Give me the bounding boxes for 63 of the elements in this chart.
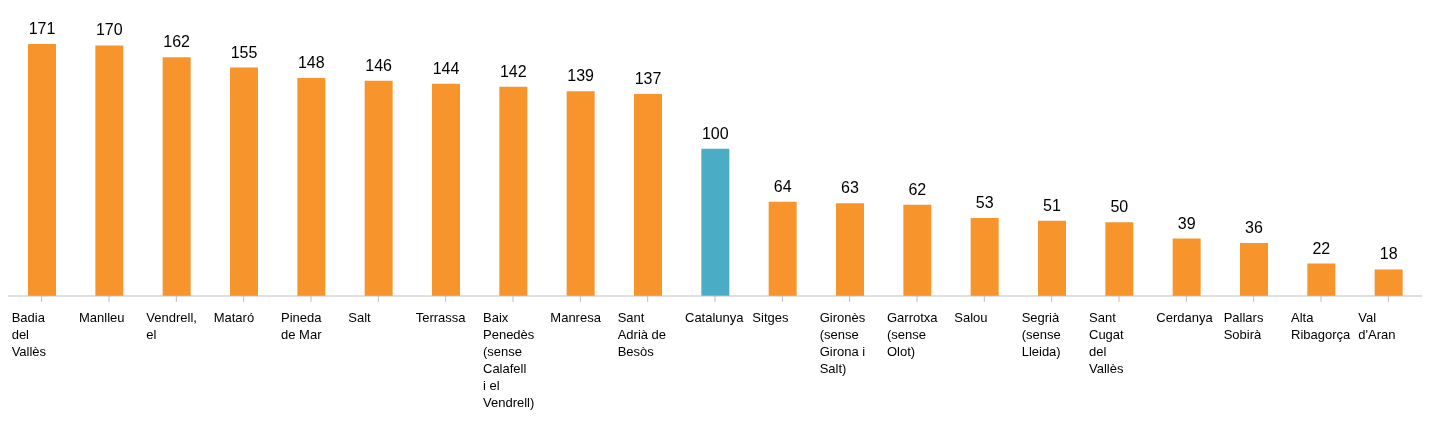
data-label: 18 [1379, 245, 1398, 263]
data-label: 50 [1110, 198, 1129, 216]
x-tick-label: Manresa [550, 310, 602, 325]
bar [903, 204, 932, 296]
bar [28, 44, 56, 296]
data-label: 36 [1245, 218, 1263, 236]
bar [432, 83, 460, 296]
data-label: 148 [297, 53, 325, 71]
data-label: 51 [1043, 196, 1061, 214]
bar [970, 217, 999, 296]
x-tick-label: Sant Adrià de Besòs [617, 310, 667, 359]
bar [1240, 242, 1268, 296]
bar [1374, 269, 1403, 296]
data-label: 170 [95, 21, 123, 39]
x-tick-label: Manlleu [79, 310, 125, 325]
x-tick-label: Val d'Aran [1358, 310, 1396, 342]
x-tick-label: Sitges [752, 310, 789, 325]
bar [634, 94, 662, 296]
x-tick-label: Sant Cugat del Vallès [1089, 310, 1125, 376]
x-tick-label: Pineda de Mar [281, 310, 323, 342]
x-tick-label: Pallars Sobirà [1223, 310, 1264, 342]
x-tick-label: Garrotxa (sense Olot) [887, 310, 939, 359]
x-tick-label: Mataró [213, 310, 255, 325]
bar [230, 67, 258, 296]
data-label: 155 [230, 43, 258, 61]
x-tick-label: Vendrell, el [146, 310, 197, 342]
x-tick-label: Terrassa [415, 310, 467, 325]
data-label: 64 [773, 177, 792, 195]
data-label: 146 [365, 56, 393, 74]
bar [1105, 222, 1134, 296]
data-label: 139 [567, 67, 595, 85]
x-tick-label: Segrià (sense Lleida) [1021, 310, 1061, 359]
data-label: 63 [841, 179, 859, 197]
data-label: 144 [432, 59, 460, 77]
bar [768, 201, 797, 296]
x-tick-label: Badia del Vallès [11, 310, 47, 359]
bar [836, 203, 864, 296]
data-label: 100 [701, 124, 729, 142]
x-tick-label: Baix Penedès (sense Calafell i el Vendrell) [483, 310, 535, 410]
bar [1172, 238, 1201, 296]
bar [95, 45, 124, 296]
bar [499, 86, 528, 296]
data-label: 162 [163, 33, 191, 51]
data-label: 53 [975, 193, 994, 211]
data-label: 62 [908, 180, 927, 198]
x-tick-label: Catalunya [685, 310, 745, 325]
bar [297, 77, 326, 296]
x-tick-label: Salt [348, 310, 372, 325]
x-tick-label: Alta Ribagorça [1291, 310, 1352, 342]
bar [1307, 263, 1336, 296]
bar [701, 148, 730, 296]
data-label: 22 [1312, 239, 1331, 257]
x-tick-label: Cerdanya [1156, 310, 1214, 325]
bar [1038, 220, 1066, 296]
data-label: 137 [634, 70, 662, 88]
x-tick-label: Gironès (sense Girona i Salt) [819, 310, 866, 376]
x-tick-label: Salou [954, 310, 988, 325]
data-label: 39 [1177, 214, 1196, 232]
data-label: 171 [28, 20, 56, 37]
bar [566, 91, 595, 296]
data-label: 142 [499, 62, 527, 80]
bar [364, 80, 393, 296]
bar [162, 57, 191, 296]
